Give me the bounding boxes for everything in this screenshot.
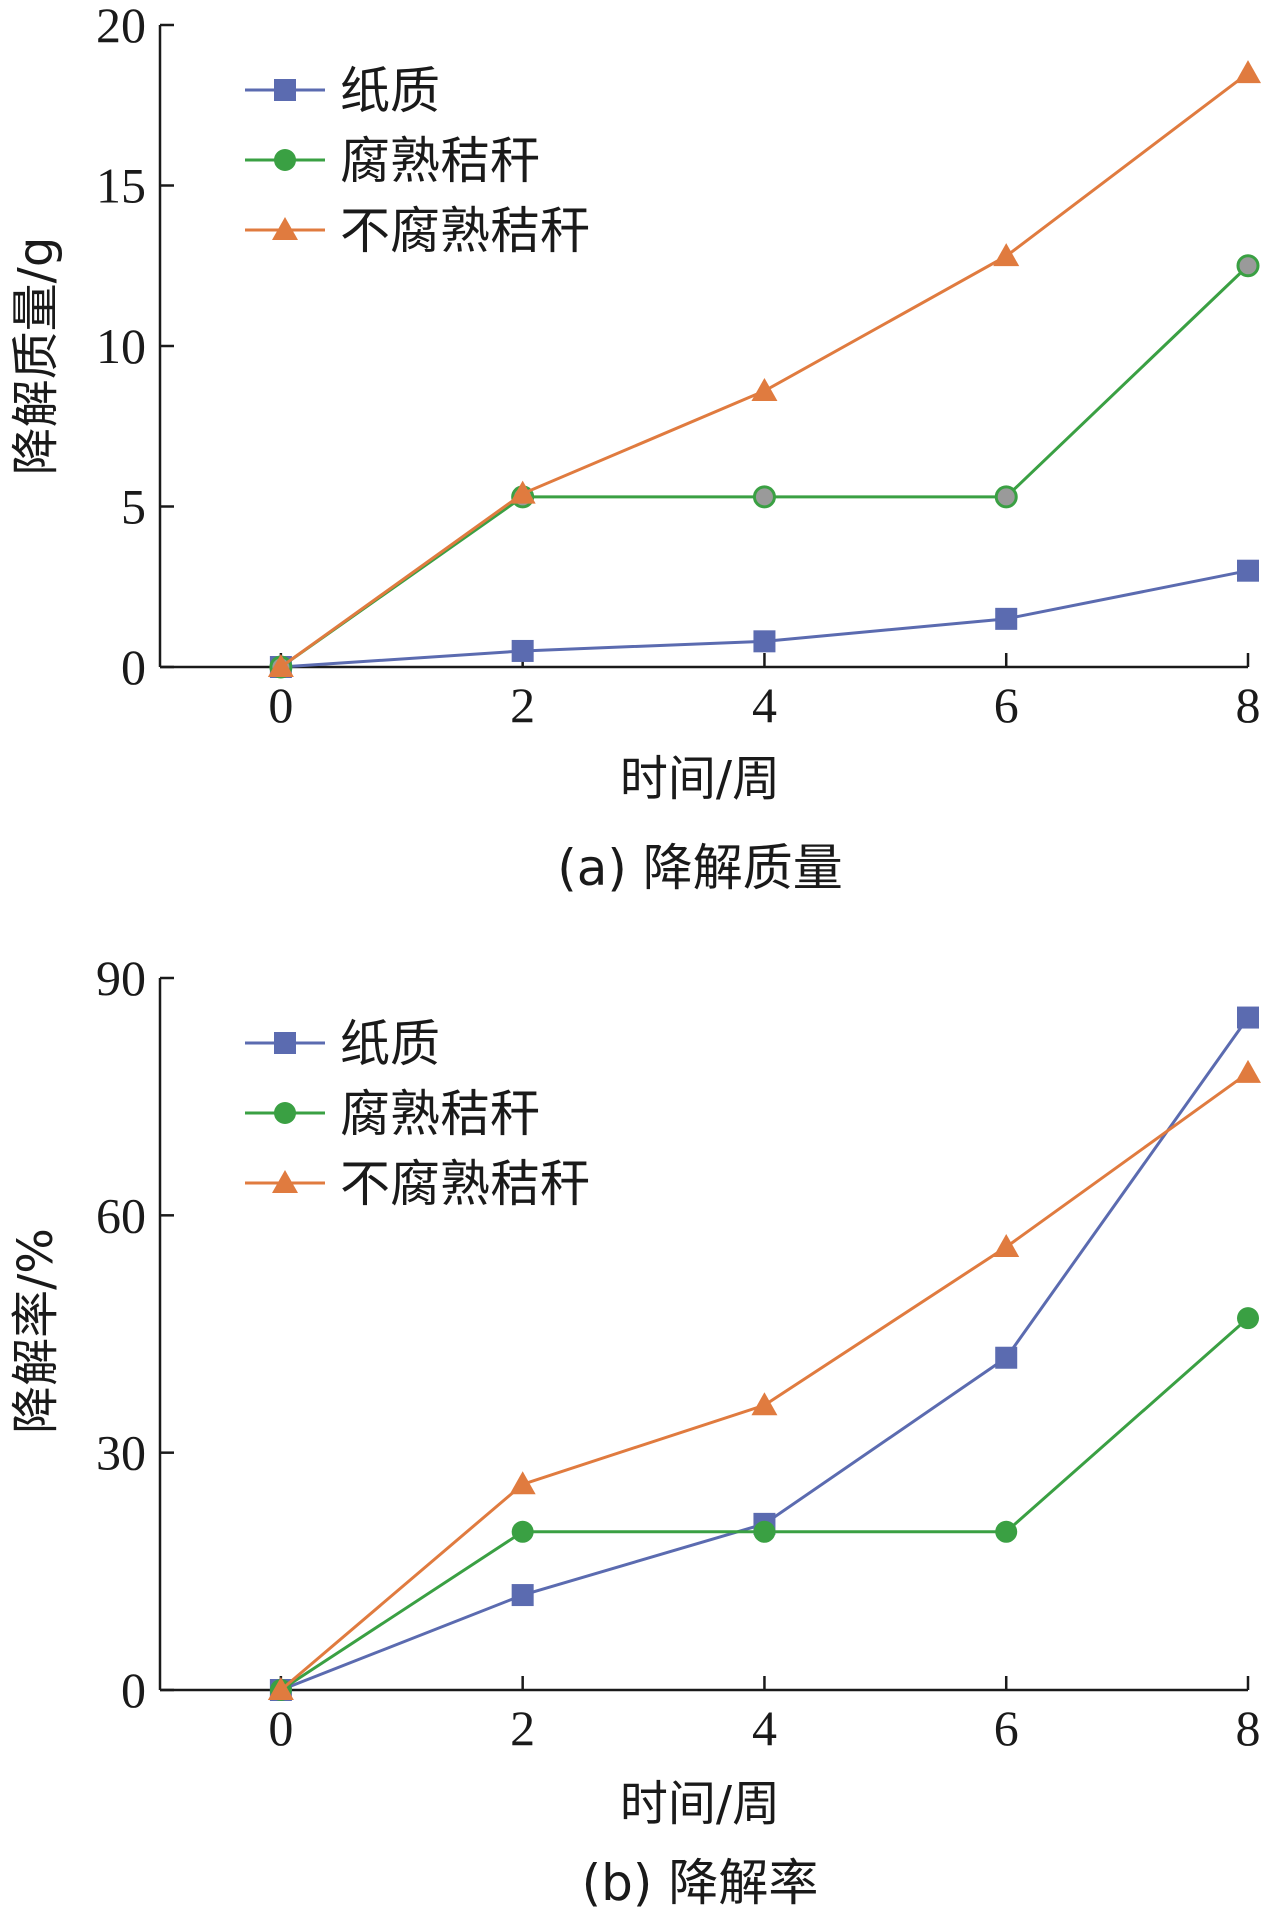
chart-b-point-decomposed-straw [511, 1520, 534, 1543]
chart-b-y-tick-label: 0 [121, 1662, 146, 1718]
chart-a-line-decomposed-straw [280, 264, 1250, 669]
chart-a-x-tick-label: 8 [1236, 677, 1261, 733]
chart-b-point-decomposed-straw [995, 1520, 1018, 1543]
chart-b-caption: (b) 降解率 [582, 1854, 819, 1912]
chart-b-legend-label-decomposed-straw: 腐熟秸秆 [340, 1085, 540, 1143]
chart-a-point-decomposed-straw [994, 485, 1018, 509]
chart-a-point-undecomposed-straw [1235, 60, 1261, 84]
chart-a-legend-item-decomposed-straw: 腐熟秸秆 [245, 132, 540, 190]
chart-a-y-axis-title: 降解质量/g [8, 237, 64, 476]
chart-a-line-paper [280, 569, 1249, 669]
chart-b-legend-marker-decomposed-straw [274, 1102, 296, 1124]
chart-b-legend-marker-undecomposed-straw [272, 1170, 298, 1193]
chart-a-point-undecomposed-straw [751, 377, 778, 401]
chart-b-legend-item-undecomposed-straw: 不腐熟秸秆 [245, 1155, 590, 1213]
chart-b-legend-marker-paper [274, 1032, 296, 1054]
chart-a-point-undecomposed-straw [993, 243, 1020, 267]
chart-a-x-tick-label: 0 [268, 677, 293, 733]
chart-b-legend-item-paper: 纸质 [245, 1015, 440, 1073]
chart-a-legend-marker-undecomposed-straw [272, 217, 298, 240]
chart-b-x-tick-label: 2 [510, 1700, 535, 1756]
chart-a-x-tick-label: 2 [510, 677, 535, 733]
chart-b-x-tick-label: 4 [752, 1700, 777, 1756]
chart-b-point-undecomposed-straw [993, 1233, 1020, 1257]
chart-b-point-undecomposed-straw [509, 1471, 536, 1495]
chart-a-legend-label-decomposed-straw: 腐熟秸秆 [340, 132, 540, 190]
chart-a-y-tick-label: 20 [96, 0, 146, 53]
chart-a-point-paper [995, 607, 1018, 630]
chart-a-point-paper [753, 630, 776, 653]
chart-b-point-decomposed-straw [1237, 1307, 1259, 1330]
chart-a-legend-marker-decomposed-straw [274, 149, 296, 171]
chart-a-point-undecomposed-straw [267, 654, 294, 677]
chart-b-legend-label-paper: 纸质 [340, 1015, 440, 1073]
chart-b-point-undecomposed-straw [267, 1677, 294, 1700]
chart-a-legend-item-undecomposed-straw: 不腐熟秸秆 [245, 202, 590, 260]
chart-b-x-tick-label: 8 [1236, 1700, 1261, 1756]
chart-b-y-tick-label: 30 [96, 1425, 146, 1481]
chart-a-y-tick-label: 0 [121, 639, 146, 695]
chart-b-point-paper [1237, 1006, 1259, 1029]
chart-b-point-paper [511, 1584, 534, 1607]
chart-a-legend-marker-paper [274, 79, 296, 101]
chart-b-point-undecomposed-straw [751, 1392, 778, 1416]
chart-a-point-decomposed-straw [752, 485, 776, 509]
chart-b-point-decomposed-straw [753, 1520, 776, 1543]
chart-a-point-paper [511, 639, 534, 662]
chart-a-legend-label-paper: 纸质 [340, 62, 440, 120]
chart-a-caption: (a) 降解质量 [557, 839, 843, 897]
chart-a-x-axis-title: 时间/周 [620, 751, 780, 807]
chart-b-y-tick-label: 90 [96, 950, 146, 1006]
chart-a-legend-item-paper: 纸质 [245, 62, 440, 120]
chart-b-x-tick-label: 0 [268, 1700, 293, 1756]
chart-b-legend-label-undecomposed-straw: 不腐熟秸秆 [340, 1155, 590, 1213]
chart-a-y-tick-label: 15 [96, 158, 146, 214]
chart-b-point-undecomposed-straw [1235, 1059, 1261, 1083]
chart-a-point-undecomposed-straw [509, 480, 536, 504]
chart-a-y-tick-label: 5 [121, 479, 146, 535]
chart-a-point-paper [1237, 559, 1259, 582]
chart-b-x-axis-title: 时间/周 [620, 1776, 780, 1832]
chart-a-y-tick-label: 10 [96, 318, 146, 374]
chart-a-legend-label-undecomposed-straw: 不腐熟秸秆 [340, 202, 590, 260]
chart-b-y-axis-title: 降解率/% [8, 1228, 64, 1434]
chart-b-point-paper [995, 1346, 1018, 1369]
chart-b-legend-item-decomposed-straw: 腐熟秸秆 [245, 1085, 540, 1143]
chart-b-x-tick-label: 6 [994, 1700, 1019, 1756]
chart-b-y-tick-label: 60 [96, 1187, 146, 1243]
chart-a-x-tick-label: 6 [994, 677, 1019, 733]
chart-a-point-decomposed-straw [1236, 254, 1260, 278]
chart-a-x-tick-label: 4 [752, 677, 777, 733]
